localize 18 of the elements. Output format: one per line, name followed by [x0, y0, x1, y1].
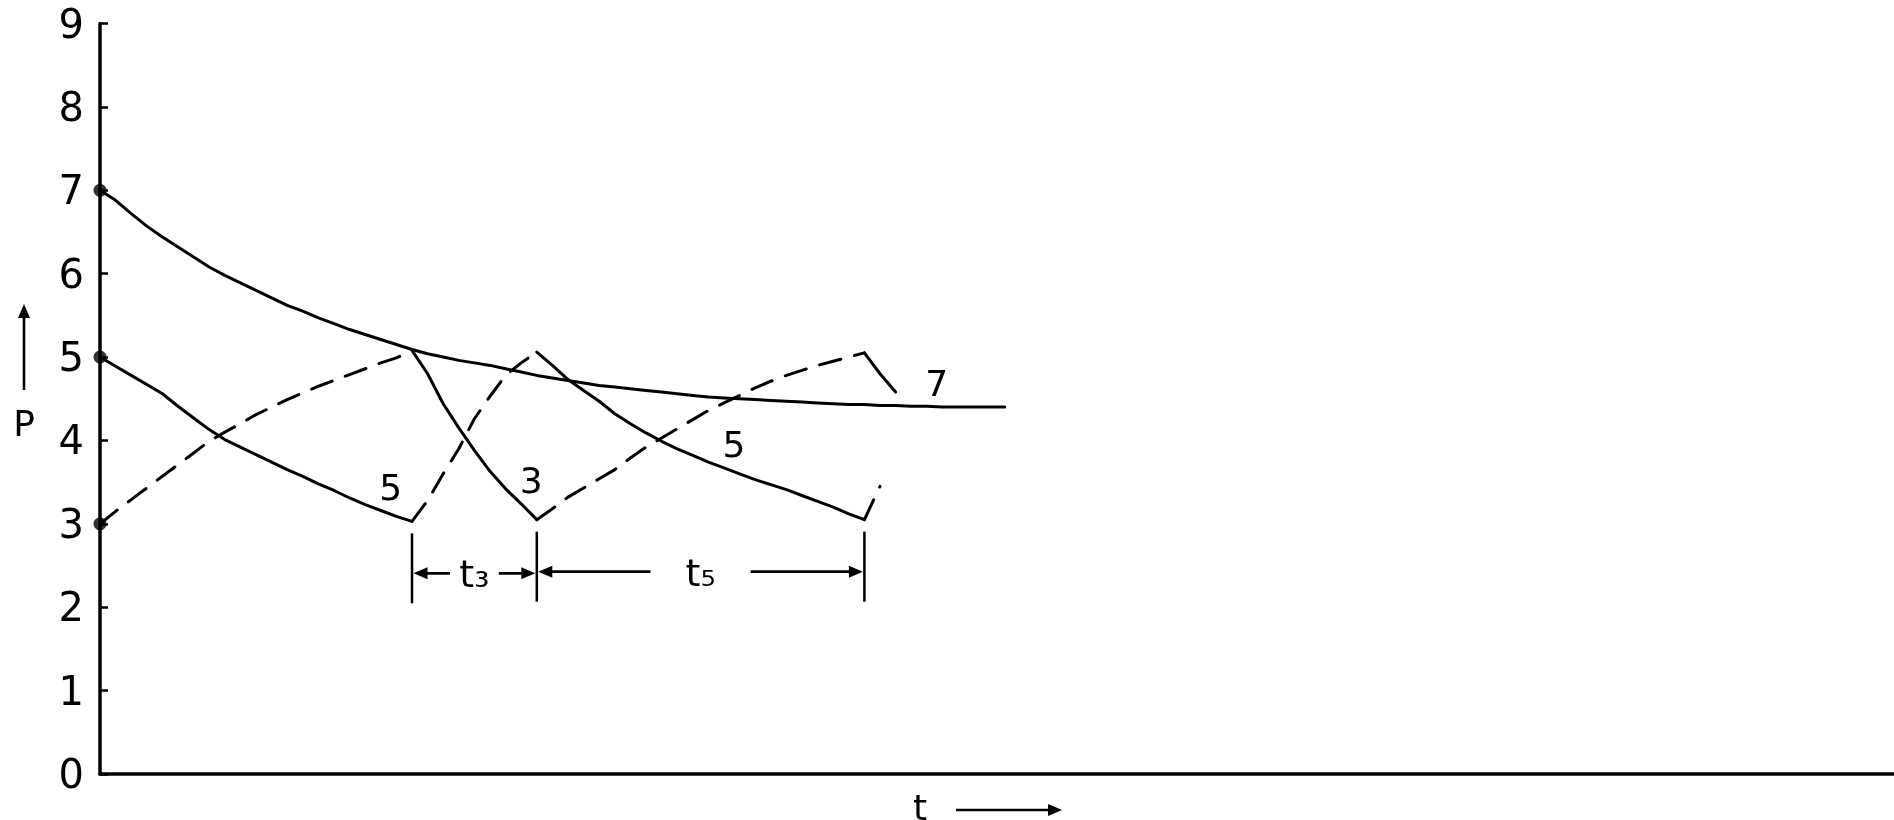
y-tick-label: 0	[58, 751, 84, 797]
y-tick-label: 8	[58, 83, 84, 130]
y-tick-label: 3	[58, 500, 84, 547]
annotation: t₅	[685, 550, 716, 595]
y-tick-label: 9	[58, 0, 84, 47]
y-tick-label: 4	[58, 417, 84, 464]
x-axis-title: t	[912, 787, 928, 820]
y-tick-label: 5	[58, 334, 84, 381]
y-tick-label: 1	[58, 667, 84, 714]
series-label: 5	[722, 424, 746, 466]
series-label: 7	[925, 362, 949, 404]
series-label: 5	[379, 466, 403, 508]
annotation: t₃	[459, 552, 490, 597]
series-label: 3	[519, 460, 543, 502]
y-axis-title: P	[13, 402, 35, 444]
y-tick-label: 7	[58, 167, 84, 214]
y-tick-label: 6	[58, 250, 84, 297]
y-tick-label: 2	[58, 584, 84, 631]
